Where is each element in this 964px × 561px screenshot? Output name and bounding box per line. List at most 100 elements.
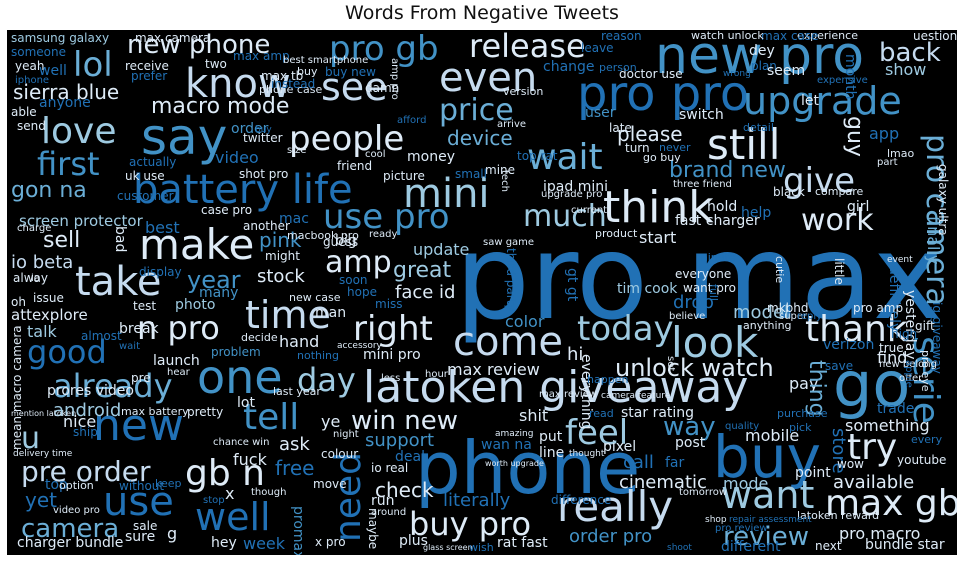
word-cloud: pro max phone latoken giveaway go buy ne… bbox=[7, 30, 957, 555]
cloud-word: keep bbox=[155, 477, 182, 490]
cloud-word: sale bbox=[133, 519, 158, 533]
cloud-word: amp bbox=[325, 245, 392, 280]
cloud-word: people bbox=[289, 119, 405, 159]
cloud-word: compare bbox=[815, 185, 864, 198]
cloud-word: wow bbox=[837, 457, 864, 471]
cloud-word: max review bbox=[539, 389, 598, 400]
cloud-word: cutie bbox=[773, 256, 786, 284]
cloud-word: check bbox=[375, 478, 434, 502]
cloud-word: line bbox=[539, 445, 565, 461]
cloud-word: hand bbox=[279, 332, 320, 351]
cloud-word: sure bbox=[125, 529, 156, 545]
cloud-word: save bbox=[825, 359, 854, 373]
cloud-word: prores video bbox=[47, 383, 134, 399]
cloud-word: price bbox=[439, 93, 514, 128]
cloud-word: best smartphone bbox=[283, 55, 369, 66]
cloud-word: money bbox=[407, 149, 455, 165]
cloud-word: hour bbox=[425, 369, 448, 380]
cloud-word: shoot bbox=[667, 543, 692, 553]
cloud-word: ipad mini bbox=[543, 179, 608, 195]
cloud-word: use pro bbox=[323, 197, 450, 237]
cloud-word: well bbox=[39, 63, 67, 79]
cloud-word: shot pro bbox=[239, 167, 289, 181]
cloud-word: great bbox=[393, 258, 452, 283]
cloud-word: happen bbox=[587, 373, 629, 386]
cloud-word: new pro bbox=[655, 30, 865, 86]
cloud-word: wish bbox=[469, 541, 494, 554]
cloud-word: use bbox=[103, 479, 174, 525]
cloud-word: max battery bbox=[121, 405, 189, 418]
cloud-word: want pro bbox=[683, 281, 736, 295]
cloud-word: fuck bbox=[233, 450, 267, 469]
cloud-word: lot bbox=[237, 395, 255, 411]
cloud-word: version bbox=[503, 85, 544, 98]
cloud-word: today bbox=[577, 309, 674, 349]
cloud-word: nothing bbox=[297, 349, 339, 362]
cloud-word: apple bbox=[903, 360, 914, 388]
cloud-word: big bbox=[335, 233, 357, 249]
cloud-word: brand new bbox=[669, 158, 786, 183]
cloud-word: customer bbox=[117, 189, 174, 203]
cloud-word: say bbox=[141, 108, 228, 166]
cloud-word: decide bbox=[241, 331, 278, 344]
cloud-word: never bbox=[659, 141, 691, 154]
cloud-word: cool bbox=[365, 149, 386, 160]
cloud-word: receive bbox=[125, 59, 169, 73]
cloud-word: anything bbox=[743, 319, 792, 332]
cloud-word: alway bbox=[13, 271, 48, 285]
cloud-word: everyone bbox=[675, 267, 732, 281]
cloud-word: actually bbox=[129, 155, 177, 169]
cloud-word: point bbox=[795, 465, 831, 481]
cloud-word: camera bbox=[21, 514, 120, 544]
cloud-word: fast charger bbox=[675, 213, 760, 229]
cloud-word: ye bbox=[321, 412, 341, 431]
cloud-word: trade bbox=[877, 401, 915, 417]
cloud-word: samsung galaxy bbox=[11, 31, 110, 45]
cloud-word: review bbox=[723, 522, 809, 552]
cloud-word: latoken reward bbox=[797, 509, 880, 522]
cloud-word: mac bbox=[279, 211, 309, 227]
cloud-word: pro gb bbox=[329, 30, 439, 69]
cloud-word: buy new bbox=[325, 65, 376, 79]
cloud-word: come bbox=[453, 319, 564, 365]
cloud-word: battery life bbox=[133, 167, 353, 213]
cloud-word: n pro bbox=[137, 309, 220, 347]
cloud-word: want bbox=[721, 473, 815, 517]
cloud-word: drop bbox=[673, 292, 714, 313]
cloud-word: someone bbox=[11, 45, 66, 59]
cloud-word: tell bbox=[243, 397, 300, 438]
cloud-word: ship bbox=[73, 425, 98, 439]
cloud-word: pro macro bbox=[839, 524, 921, 543]
cloud-word: update bbox=[413, 240, 470, 259]
cloud-word: saw game bbox=[483, 237, 535, 248]
cloud-word: yet bbox=[25, 488, 57, 512]
cloud-word: show bbox=[885, 60, 927, 79]
cloud-word: set bbox=[665, 356, 676, 372]
cloud-word: upgrade bbox=[743, 79, 902, 123]
cloud-word: full bbox=[707, 284, 720, 301]
cloud-word: unlock watch bbox=[615, 354, 774, 382]
cloud-word: io bbox=[31, 273, 40, 284]
cloud-word: face id bbox=[395, 282, 456, 303]
cloud-word: gb n bbox=[185, 453, 265, 494]
cloud-word: first bbox=[37, 145, 100, 183]
cloud-word: order bbox=[231, 121, 269, 137]
cloud-word: tomorrow bbox=[679, 487, 728, 498]
cloud-word: max amp bbox=[233, 49, 290, 63]
cloud-word: repair assessment bbox=[729, 515, 812, 525]
cloud-word: option bbox=[59, 479, 94, 492]
cloud-word: turn bbox=[625, 141, 650, 155]
cloud-word: buy pro bbox=[409, 505, 532, 543]
cloud-word: watch unlock bbox=[691, 30, 764, 42]
cloud-word: arrive bbox=[497, 119, 527, 130]
cloud-word: worth upgrade bbox=[485, 459, 544, 468]
cloud-word: back bbox=[879, 38, 941, 68]
cloud-word: quality bbox=[725, 421, 760, 432]
cloud-word: afford bbox=[397, 115, 427, 126]
cloud-word: already bbox=[53, 367, 173, 405]
cloud-word: help bbox=[741, 205, 772, 221]
cloud-word: display bbox=[139, 265, 182, 279]
cloud-word: expensive bbox=[817, 75, 868, 86]
cloud-word: bad bbox=[112, 226, 128, 253]
cloud-word: gift bbox=[915, 319, 935, 333]
